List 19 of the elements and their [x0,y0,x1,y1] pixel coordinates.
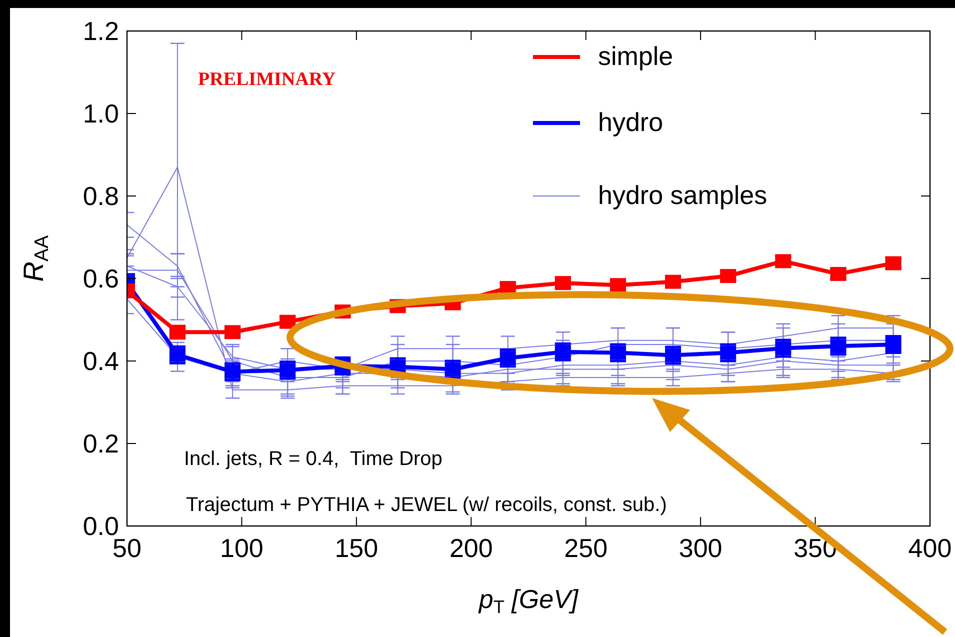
x-tick-label: 400 [908,533,952,563]
y-tick-label: 0.8 [82,181,119,212]
legend-label: simple [598,40,674,71]
x-tick-label: 300 [678,533,722,563]
y-tick-label: 0.2 [82,428,119,459]
x-axis-title: p$_{T}$ [GeV] [478,584,579,616]
y-tick-label: 1.2 [82,16,119,46]
x-tick-label: 200 [449,533,493,563]
annotation: Trajectum + PYTHIA + JEWEL (w/ recoils, const. sub.) [186,494,667,516]
y-tick-label: 1.0 [82,98,119,129]
legend-label: hydro samples [598,180,768,210]
x-tick-label: 250 [564,533,608,563]
y-tick-label: 0.4 [82,346,119,376]
y-tick-label: 0.6 [82,264,119,294]
annotation: PRELIMINARY [198,69,336,90]
annotation: Incl. jets, R = 0.4, Time Drop [184,448,442,470]
legend-label: hydro [598,106,664,137]
x-tick-label: 150 [334,533,378,563]
x-tick-label: 100 [220,533,264,563]
